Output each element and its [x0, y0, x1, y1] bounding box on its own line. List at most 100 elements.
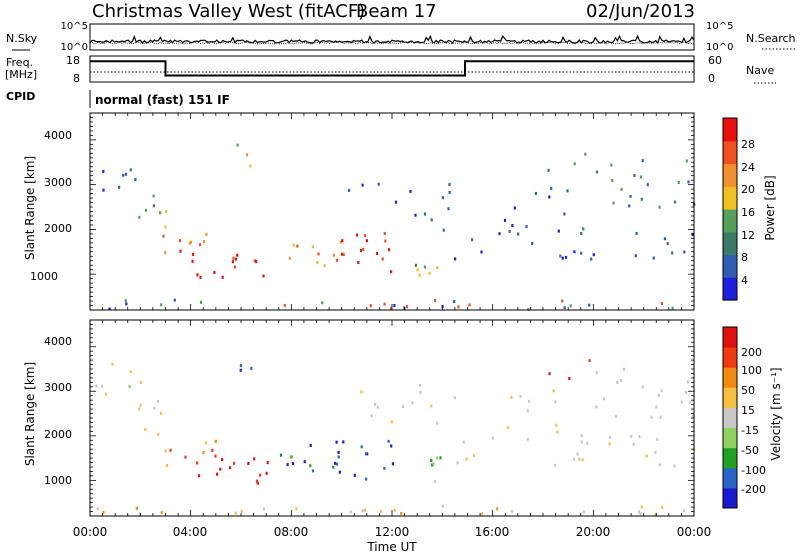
vel-cell	[609, 436, 612, 439]
nave-right-label: Nave	[746, 64, 774, 77]
vel-cell	[390, 420, 393, 424]
colorbar-segment	[723, 367, 737, 388]
pw-cell	[454, 257, 457, 261]
vel-cell	[303, 460, 306, 464]
vel-cell	[680, 400, 683, 404]
colorbar-segment	[723, 467, 737, 489]
colorbar-segment	[723, 186, 737, 210]
power-cbar-tick-12: 12	[741, 229, 755, 242]
vel-cell	[144, 428, 147, 431]
vel-cell	[433, 479, 436, 483]
pw-cell	[441, 196, 444, 200]
pw-cell	[388, 248, 391, 252]
pw-cell	[409, 189, 412, 193]
pw-cell	[144, 208, 148, 212]
pw-cell	[205, 232, 208, 236]
pw-cell	[561, 299, 564, 303]
vel-cell	[432, 462, 435, 466]
vel-cell	[390, 444, 393, 448]
pw-cell	[548, 195, 551, 199]
pw-cell	[357, 261, 360, 264]
vel-cell	[419, 390, 422, 394]
vel-cell	[465, 457, 468, 461]
cpid-label: CPID	[6, 90, 35, 103]
pw-cell	[191, 252, 195, 256]
colorbar-segment	[723, 407, 737, 428]
noise-panel-frame	[89, 23, 695, 51]
vel-cell	[247, 462, 250, 465]
pw-cell	[634, 254, 637, 258]
power-cbar-tick-16: 16	[741, 206, 755, 219]
pw-cell	[557, 229, 560, 233]
vel-cell	[401, 405, 405, 409]
vel-cell	[480, 512, 483, 516]
vel-cell	[632, 442, 635, 446]
vel-cell	[400, 511, 403, 515]
pw-cell	[178, 239, 181, 242]
freq-label-line1: Freq.	[6, 56, 33, 69]
vel-cell	[650, 415, 653, 419]
xtick-2400: 00:00	[677, 525, 712, 539]
vel-cell	[221, 458, 224, 461]
pw-cell	[283, 303, 286, 307]
pw-cell	[124, 299, 127, 303]
vel-cell	[430, 463, 434, 467]
vel-cell	[548, 372, 551, 376]
vel-cell	[654, 512, 657, 516]
vel-cell	[691, 414, 694, 418]
freq-label-line2: [MHz]	[5, 68, 37, 81]
pw-cell	[152, 194, 155, 198]
pw-cell	[190, 240, 193, 244]
pw-cell	[414, 263, 417, 267]
pw-cell	[360, 249, 363, 253]
pw-cell	[416, 268, 419, 272]
pw-cell	[448, 183, 451, 187]
vel-cbar-tick-m15: -15	[741, 424, 759, 437]
vel-cell	[581, 458, 584, 462]
pw-cell	[498, 232, 501, 236]
vel-cell	[655, 405, 658, 409]
vel-cell	[239, 368, 242, 372]
pw-cell	[573, 250, 576, 254]
pw-cell	[236, 253, 239, 257]
pw-cell	[588, 303, 591, 307]
vel-cell	[576, 452, 579, 456]
pw-cell	[164, 210, 167, 213]
pw-cell	[564, 255, 568, 259]
vel-cell	[456, 461, 459, 465]
power-colorbar-frame	[722, 117, 738, 301]
pw-cell	[663, 237, 666, 241]
pw-cell	[595, 170, 599, 174]
vel-cell	[383, 466, 386, 470]
vel-cell	[240, 509, 243, 513]
pw-cell	[563, 212, 566, 216]
vel-cell	[332, 465, 335, 469]
vel-cell	[436, 421, 439, 425]
pw-cell	[124, 172, 128, 176]
vel-cell	[202, 451, 205, 455]
colorbar-segment	[723, 118, 737, 142]
pw-cell	[332, 253, 335, 257]
vel-cell	[256, 481, 259, 485]
velocity-ylabel: Slant Range [km]	[23, 362, 37, 466]
vel-cell	[95, 384, 98, 388]
pw-cell	[191, 259, 194, 263]
vel-cell	[335, 462, 339, 466]
pw-cell	[468, 303, 471, 307]
beam-title: Beam 17	[356, 1, 437, 22]
pw-cell	[457, 305, 460, 309]
pw-cell	[102, 188, 105, 192]
frequency-trace	[90, 60, 694, 77]
vel-cell	[586, 441, 589, 445]
pw-cell	[129, 168, 132, 172]
vel-cell	[111, 362, 114, 366]
vel-cell	[660, 389, 663, 393]
vel-cell	[160, 511, 163, 515]
pw-cell	[687, 180, 690, 184]
vel-cell	[519, 394, 522, 398]
vel-cell	[262, 507, 265, 511]
velocity-panel-bg	[90, 320, 694, 516]
pw-cell	[341, 239, 344, 243]
pw-cell	[580, 251, 583, 255]
